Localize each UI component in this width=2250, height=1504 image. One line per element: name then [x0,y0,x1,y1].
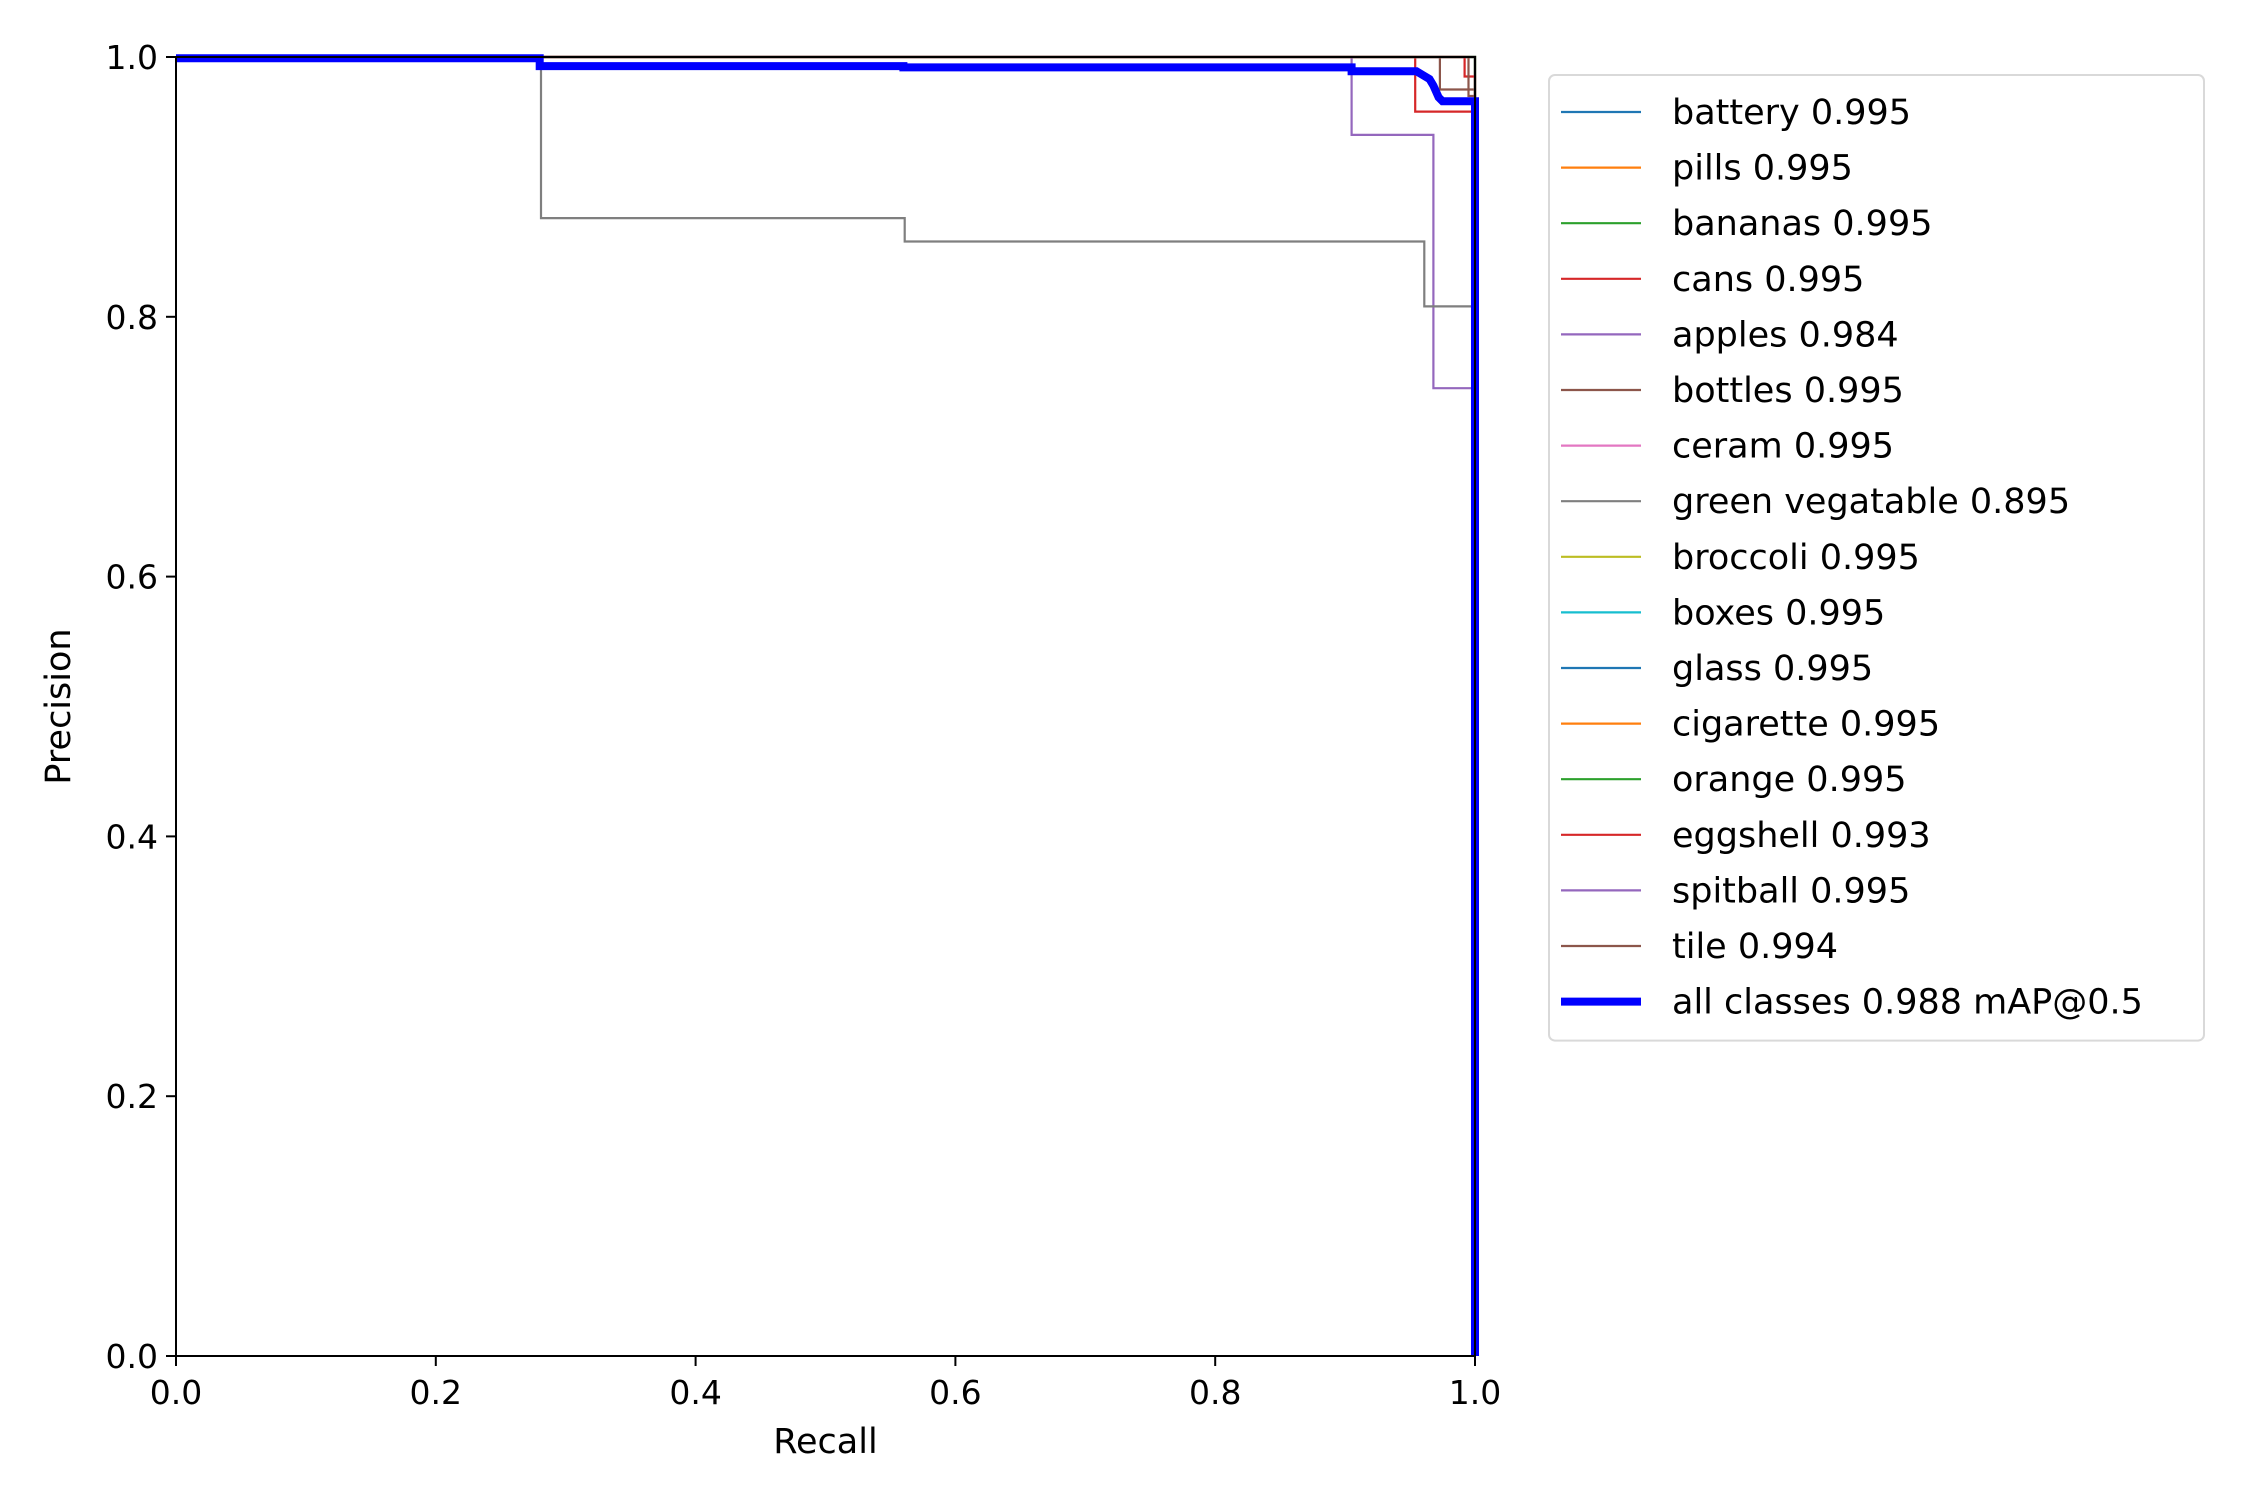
x-tick-label: 0.6 [929,1373,981,1412]
plot-frame [175,56,1476,1357]
series-line-16 [176,54,1479,1356]
y-tick-label: 0.2 [106,1077,158,1116]
x-tick-label: 0.2 [410,1373,462,1412]
legend-label: bottles 0.995 [1672,371,1904,411]
legend-label: green vegatable 0.895 [1672,482,2070,522]
y-tick-label: 0.8 [106,298,158,337]
x-axis-label: Recall [773,1422,877,1462]
legend-label: pills 0.995 [1672,149,1853,189]
legend-label: apples 0.984 [1672,315,1899,355]
legend-frame [1548,74,2205,1042]
y-tick-label: 1.0 [106,38,158,77]
series-line-5 [176,55,1477,1356]
legend-label: eggshell 0.993 [1672,816,1931,856]
legend-label: cans 0.995 [1672,260,1864,300]
series-line-13 [176,55,1477,1356]
series-line-3 [176,55,1477,1356]
y-tick-label: 0.4 [106,817,158,856]
series-line-4 [176,55,1477,1356]
x-tick-label: 1.0 [1449,1373,1501,1412]
series-line-0 [176,55,1477,1356]
legend-label: battery 0.995 [1672,93,1911,133]
axis-ticks: 0.0 0.2 0.4 0.6 0.8 1.0 0.0 0.2 0.4 0.6 0.8 1.0 [106,38,1502,1412]
x-tick-label: 0.4 [669,1373,721,1412]
y-axis-label: Precision [39,628,79,784]
series-line-15 [176,55,1477,1356]
series-line-7 [176,55,1477,1356]
legend-label: all classes 0.988 mAP@0.5 [1672,983,2143,1023]
series-line-9 [176,55,1477,1356]
series-line-14 [176,55,1477,1356]
x-tick-label: 0.0 [150,1373,202,1412]
legend-label: cigarette 0.995 [1672,705,1940,745]
legend-label: glass 0.995 [1672,649,1873,689]
legend-label: broccoli 0.995 [1672,538,1920,578]
legend-label: tile 0.994 [1672,927,1838,967]
x-tick-label: 0.8 [1189,1373,1241,1412]
series-line-10 [176,55,1477,1356]
series-line-11 [176,55,1477,1356]
legend-label: ceram 0.995 [1672,427,1894,467]
legend-label: boxes 0.995 [1672,593,1885,633]
series-line-6 [176,55,1477,1356]
series-line-12 [176,55,1477,1356]
legend-label: spitball 0.995 [1672,871,1910,911]
y-tick-label: 0.6 [106,558,158,597]
series-lines [176,54,1479,1356]
legend: battery 0.995 pills 0.995 bananas 0.995 can… [1548,74,2205,1042]
series-line-1 [176,55,1477,1356]
legend-label: bananas 0.995 [1672,204,1932,244]
series-line-2 [176,55,1477,1356]
series-line-8 [176,55,1477,1356]
y-tick-label: 0.0 [106,1337,158,1376]
legend-label: orange 0.995 [1672,760,1907,800]
